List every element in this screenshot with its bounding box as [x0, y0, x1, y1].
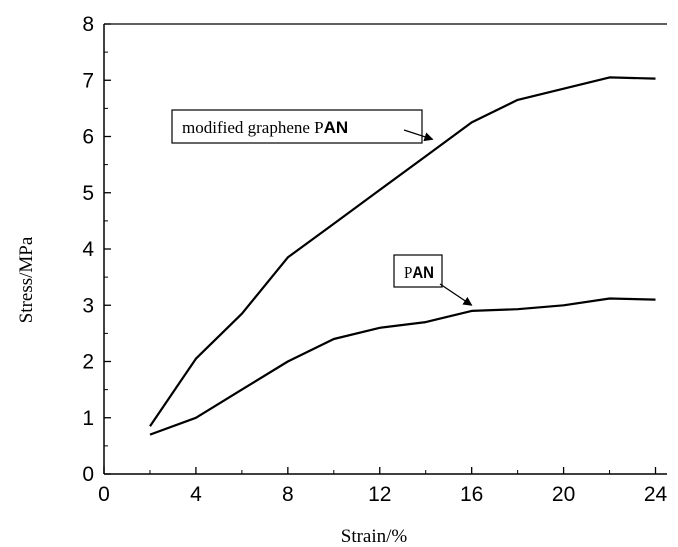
- x-tick-label: 16: [460, 483, 483, 506]
- annotation-box-pan: [393, 254, 443, 288]
- series-lines: [149, 76, 656, 436]
- x-tick-label: 24: [644, 483, 668, 506]
- x-axis-title: Strain/%: [341, 526, 408, 547]
- y-tick-label: 1: [82, 407, 94, 430]
- x-tick-label: 0: [98, 483, 110, 506]
- annotation-text-prefix: modified graphene P: [182, 118, 324, 137]
- annotation-arrow-modified: [403, 129, 434, 142]
- annotation-label-modified: modified graphene PAN: [182, 118, 348, 137]
- y-tick-label: 3: [82, 294, 94, 317]
- axes: [103, 23, 667, 475]
- y-tick-label: 6: [82, 126, 94, 149]
- x-tick-label: 8: [282, 483, 294, 506]
- annotation-text-prefix: P: [404, 263, 412, 282]
- annotation-text-bold: AN: [412, 263, 434, 282]
- x-tick-label: 12: [368, 483, 391, 506]
- annotation-text-bold: AN: [324, 118, 349, 137]
- series-line-modified: [149, 76, 656, 427]
- y-tick-label: 8: [82, 13, 94, 36]
- y-tick-label: 4: [82, 238, 94, 261]
- annotation-arrow-pan: [439, 283, 473, 306]
- x-tick-label: 20: [552, 483, 575, 506]
- annotation-label-pan: PAN: [404, 263, 434, 282]
- y-axis-title: Stress/MPa: [16, 236, 37, 323]
- y-tick-label: 5: [82, 182, 94, 205]
- series-line-pan: [149, 297, 656, 436]
- annotation-box-modified: [171, 109, 423, 144]
- x-tick-label: 4: [190, 483, 202, 506]
- y-tick-label: 0: [82, 463, 94, 486]
- y-tick-label: 2: [82, 351, 94, 374]
- y-tick-label: 7: [82, 69, 94, 92]
